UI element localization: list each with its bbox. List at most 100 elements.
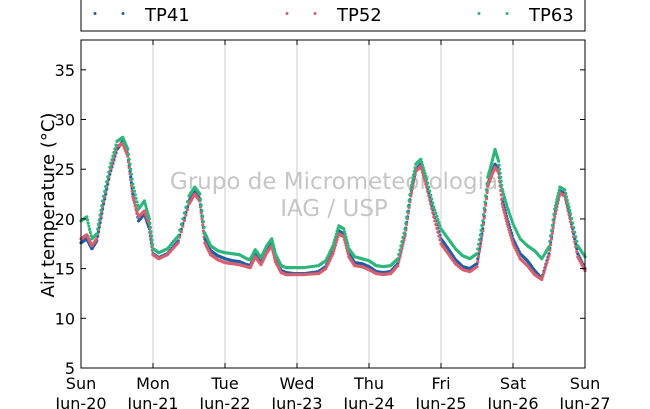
point-tp63-51 xyxy=(409,187,413,191)
point-tp52-61 xyxy=(475,265,479,269)
trace-tp52-73-1 xyxy=(541,274,545,278)
watermark-line-0: Grupo de Micrometeorologia xyxy=(170,169,498,195)
point-tp52-68 xyxy=(505,222,509,226)
trace-tp63-49-1 xyxy=(397,252,401,256)
trace-tp52-74-6 xyxy=(552,220,556,225)
trace-tp63-67-4 xyxy=(503,197,507,201)
trace-tp63-11-4 xyxy=(145,209,149,213)
trace-tp52-55-6 xyxy=(438,238,442,242)
trace-tp63-4-5 xyxy=(106,175,110,179)
trace-tp63-74-2 xyxy=(549,234,553,238)
trace-tp52-73-6 xyxy=(546,257,550,261)
trace-tp63-49-6 xyxy=(402,231,406,235)
trace-tp63-12-2 xyxy=(148,225,152,229)
trace-tp63-68-4 xyxy=(508,215,513,219)
trace-tp52-39-1 xyxy=(332,249,336,253)
y-tick-label-35: 35 xyxy=(55,61,75,80)
trace-tp63-78-4 xyxy=(573,230,577,234)
trace-tp63-9-2 xyxy=(132,189,137,193)
y-tick-label-10: 10 xyxy=(55,309,75,328)
x-tick-day-7: Sun xyxy=(570,374,600,393)
point-tp63-55 xyxy=(432,205,436,209)
trace-tp63-4-6 xyxy=(107,170,111,174)
trace-tp63-53-4 xyxy=(422,169,426,173)
trace-tp52-62-3 xyxy=(483,210,487,214)
point-tp52-3 xyxy=(95,237,99,241)
trace-tp63-77-1 xyxy=(564,191,568,196)
legend-label-tp52: TP52 xyxy=(336,5,382,26)
x-tick-day-2: Tue xyxy=(210,374,238,393)
trace-tp63-55-5 xyxy=(437,221,441,225)
trace-tp63-9-5 xyxy=(135,200,139,204)
y-tick-label-30: 30 xyxy=(55,111,75,130)
trace-tp63-78-5 xyxy=(574,235,578,239)
point-tp63-19 xyxy=(198,192,202,196)
trace-tp63-55-1 xyxy=(433,208,437,212)
trace-tp63-74-3 xyxy=(549,229,554,233)
trace-tp63-77-4 xyxy=(566,202,570,206)
trace-tp63-68-1 xyxy=(506,207,510,211)
trace-tp63-51-2 xyxy=(410,180,414,184)
trace-tp63-16-2 xyxy=(179,222,183,226)
x-tick-day-5: Fri xyxy=(431,374,450,393)
trace-tp63-55-6 xyxy=(438,224,442,228)
trace-tp63-3-6 xyxy=(100,204,104,208)
trace-tp63-49-3 xyxy=(399,244,403,248)
trace-tp63-41-2 xyxy=(343,232,347,237)
trace-tp52-73-2 xyxy=(542,271,546,275)
trace-tp63-51-4 xyxy=(412,173,416,177)
trace-tp63-1-5 xyxy=(88,230,92,235)
trace-tp52-62-4 xyxy=(484,203,488,207)
trace-tp63-61-2 xyxy=(477,242,481,246)
trace-tp63-62-2 xyxy=(482,206,486,210)
trace-tp63-19-6 xyxy=(202,225,206,229)
trace-tp63-51-6 xyxy=(413,166,417,170)
y-axis-title: Air temperature (°C) xyxy=(38,113,59,298)
trace-tp52-9-1 xyxy=(132,198,136,202)
trace-tp63-3-4 xyxy=(98,213,102,217)
trace-tp63-39-6 xyxy=(336,227,340,231)
trace-tp63-5-2 xyxy=(110,158,114,162)
trace-tp52-73-4 xyxy=(544,264,548,268)
trace-tp63-16-5 xyxy=(184,205,188,209)
legend: TP41 TP52 TP63 xyxy=(80,0,586,32)
trace-tp63-11-5 xyxy=(146,212,150,216)
trace-tp63-75-1 xyxy=(553,204,558,208)
trace-tp52-9-5 xyxy=(135,209,139,213)
point-tp63-61 xyxy=(475,252,479,256)
trace-tp63-51-3 xyxy=(411,176,415,180)
trace-tp63-12-5 xyxy=(150,238,154,242)
plot-frame xyxy=(80,39,586,369)
trace-tp63-53-1 xyxy=(420,160,424,164)
trace-tp63-61-5 xyxy=(479,228,483,232)
trace-tp63-66-4 xyxy=(499,175,503,179)
grid xyxy=(152,40,514,368)
y-tick-label-15: 15 xyxy=(55,260,75,279)
trace-tp52-55-3 xyxy=(435,226,439,230)
trace-tp63-75-3 xyxy=(555,198,559,202)
trace-tp63-61-4 xyxy=(478,233,482,237)
trace-tp52-61-3 xyxy=(477,249,482,253)
point-tp52-9 xyxy=(131,195,135,199)
trace-tp63-74-1 xyxy=(548,239,552,243)
trace-tp52-74-5 xyxy=(551,226,555,230)
trace-tp52-67-2 xyxy=(502,208,506,212)
point-tp63-68 xyxy=(505,205,509,209)
trace-tp63-62-4 xyxy=(484,194,488,198)
trace-tp63-54-2 xyxy=(427,185,431,189)
trace-tp52-9-4 xyxy=(134,206,138,210)
x-tick-date-7: Jun-27 xyxy=(558,394,610,409)
x-tick-day-6: Sat xyxy=(500,374,526,393)
point-tp52-49 xyxy=(396,264,400,268)
trace-tp63-16-1 xyxy=(178,228,182,232)
point-tp63-41 xyxy=(342,227,346,231)
trace-tp63-9-6 xyxy=(136,203,140,207)
trace-tp63-49-5 xyxy=(401,235,405,239)
trace-tp63-8-1 xyxy=(126,152,131,156)
trace-tp52-39-6 xyxy=(336,235,340,239)
watermark-line-1: IAG / USP xyxy=(280,196,388,222)
point-tp63-9 xyxy=(131,182,135,186)
trace-tp63-68-6 xyxy=(510,219,514,224)
x-tick-date-2: Jun-22 xyxy=(198,394,250,409)
trace-tp63-5-1 xyxy=(109,161,113,166)
